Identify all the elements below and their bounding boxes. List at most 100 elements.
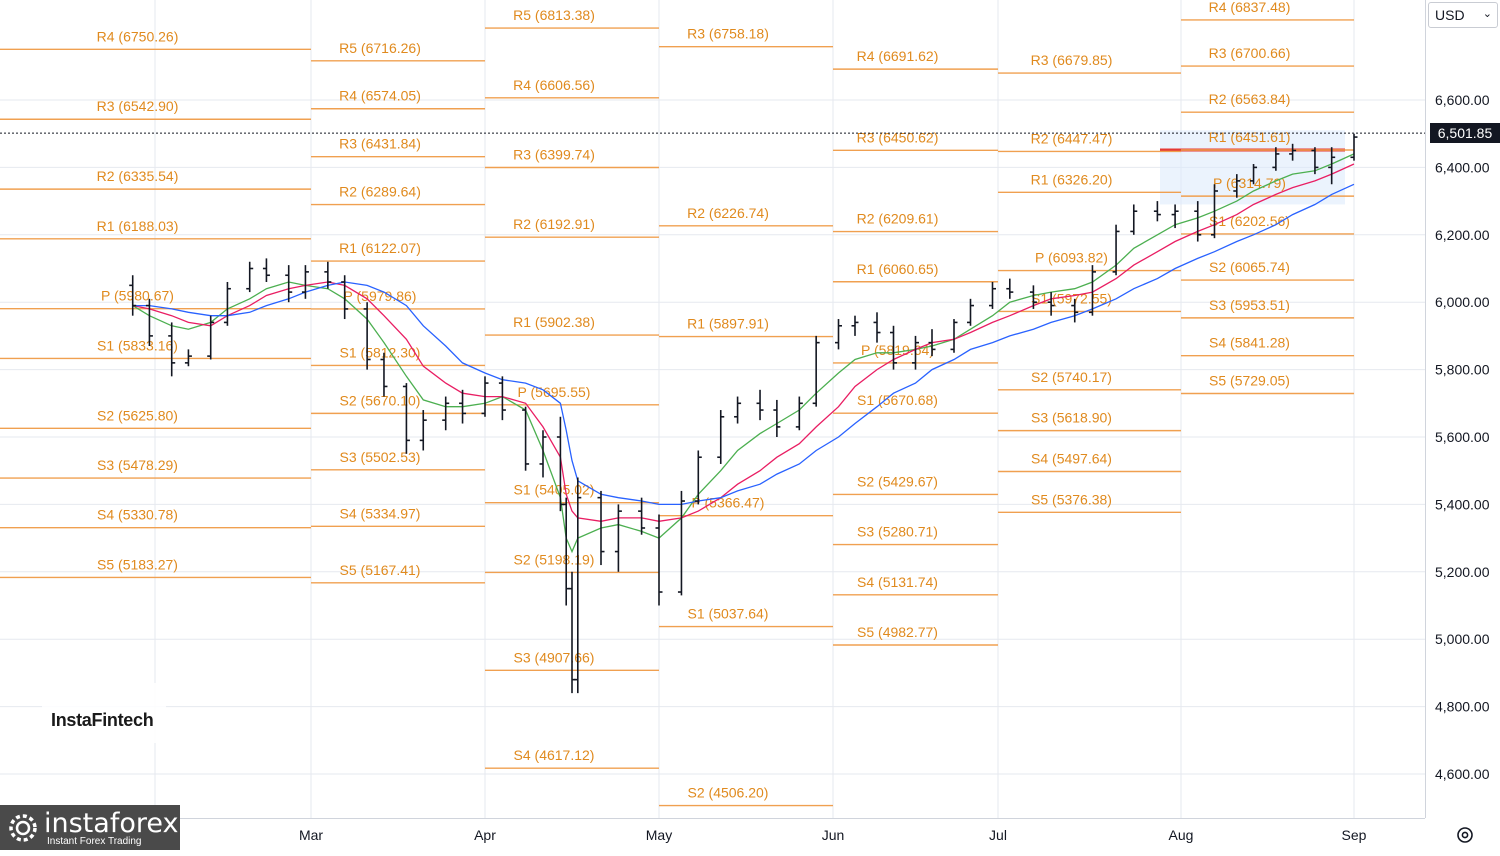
moving-averages [132, 153, 1355, 554]
pivot-level-label: S4 (5334.97) [340, 505, 421, 521]
pivot-level-label: S1 (5670.68) [857, 392, 938, 408]
currency-select-value: USD [1435, 7, 1465, 23]
pivot-level-label: S2 (5429.67) [857, 473, 938, 489]
pivot-level-label: R2 (6192.91) [513, 216, 595, 232]
instafintech-watermark: InstaFintech [42, 683, 166, 743]
pivot-level-label: R3 (6542.90) [97, 98, 179, 114]
pivot-level-label: R2 (6209.61) [857, 211, 939, 227]
pivot-level-label: S3 (5618.90) [1031, 410, 1112, 426]
pivot-level-label: S3 (5478.29) [97, 457, 178, 473]
pivot-level-label: R3 (6758.18) [687, 26, 769, 42]
price-tick-label: 6,000.00 [1435, 294, 1490, 310]
last-price-label: 6,501.85 [1430, 123, 1500, 144]
instaforex-logo: instaforex Instant Forex Trading [0, 805, 180, 850]
time-tick-label: Sep [1342, 827, 1367, 843]
pivot-level-label: R1 (6188.03) [97, 218, 179, 234]
pivot-level-label: R3 (6679.85) [1031, 52, 1113, 68]
pivot-level-label: R4 (6750.26) [97, 28, 179, 44]
pivot-level-label: S5 (5729.05) [1209, 373, 1290, 389]
pivot-level-label: S1 (5405.02) [514, 482, 595, 498]
pivot-level-label: P (6314.79) [1213, 175, 1286, 191]
pivot-level-label: S2 (5670.10) [340, 392, 421, 408]
pivot-level-label: S4 (5131.74) [857, 574, 938, 590]
price-tick-label: 6,600.00 [1435, 92, 1490, 108]
pivot-level-label: S4 (5841.28) [1209, 335, 1290, 351]
price-bars [129, 133, 1358, 694]
price-scale-ticks: 6,600.00 6,400.00 6,200.00 6,000.00 5,800.00… [1435, 92, 1490, 782]
pivot-level-label: S3 (5280.71) [857, 524, 938, 540]
pivot-level-label: R1 (6326.20) [1031, 171, 1113, 187]
pivot-level-label: S1 (5812.30) [340, 344, 421, 360]
price-tick-label: 6,400.00 [1435, 159, 1490, 175]
price-tick-label: 5,800.00 [1435, 362, 1490, 378]
watermark-text: InstaFintech [51, 710, 154, 730]
time-axis[interactable]: FebMarAprMayJunJulAugSep [0, 818, 1425, 851]
pivot-level-label: R4 (6837.48) [1209, 0, 1291, 15]
pivot-level-label: S1 (5972.55) [1031, 290, 1112, 306]
price-tick-label: 4,800.00 [1435, 699, 1490, 715]
pivot-level-label: S2 (6065.74) [1209, 259, 1290, 275]
pivot-levels: R4 (6750.26) R3 (6542.90) R2 (6335.54) R1 (… [0, 0, 1354, 807]
time-tick-label: Aug [1169, 827, 1194, 843]
pivot-level-label: R3 (6700.66) [1209, 45, 1291, 61]
pivot-level-label: S1 (5833.16) [97, 337, 178, 353]
pivot-level-label: S4 (5497.64) [1031, 450, 1112, 466]
pivot-level-label: R1 (6451.61) [1209, 129, 1291, 145]
time-tick-label: Mar [299, 827, 323, 843]
pivot-level-label: S4 (5330.78) [97, 507, 178, 523]
chart-settings-button[interactable] [1452, 822, 1478, 848]
pivot-level-label: R2 (6447.47) [1031, 130, 1113, 146]
chart-plot-area[interactable]: R4 (6750.26) R3 (6542.90) R2 (6335.54) R1 (… [0, 0, 1425, 818]
price-tick-label: 5,200.00 [1435, 564, 1490, 580]
chevron-down-icon: ⌄ [1482, 8, 1492, 20]
pivot-level-label: R2 (6563.84) [1209, 91, 1291, 107]
pivot-level-label: S3 (4907.66) [514, 649, 595, 665]
time-tick-label: Jul [989, 827, 1007, 843]
time-tick-label: Apr [474, 827, 496, 843]
pivot-level-label: S3 (5953.51) [1209, 297, 1290, 313]
pivot-level-label: S5 (5376.38) [1031, 491, 1112, 507]
price-tick-label: 6,200.00 [1435, 227, 1490, 243]
pivot-level-label: R5 (6716.26) [339, 40, 421, 56]
pivot-level-label: R4 (6574.05) [339, 88, 421, 104]
pivot-level-label: P (5695.55) [518, 384, 591, 400]
pivot-level-label: R2 (6226.74) [687, 205, 769, 221]
pivot-level-label: R3 (6399.74) [513, 146, 595, 162]
pivot-level-label: S5 (5183.27) [97, 556, 178, 572]
price-tick-label: 5,400.00 [1435, 496, 1490, 512]
price-tick-label: 5,000.00 [1435, 631, 1490, 647]
pivot-level-label: R2 (6289.64) [339, 184, 421, 200]
price-tick-label: 4,600.00 [1435, 766, 1490, 782]
gear-icon [1457, 827, 1473, 843]
time-tick-label: May [646, 827, 672, 843]
pivot-level-label: R5 (6813.38) [513, 7, 595, 23]
time-tick-label: Jun [822, 827, 845, 843]
pivot-level-label: S2 (5740.17) [1031, 369, 1112, 385]
time-axis-labels: FebMarAprMayJunJulAugSep [143, 827, 1367, 843]
pivot-level-label: R1 (6060.65) [857, 261, 939, 277]
moving-average-slow-line [132, 183, 1355, 506]
brand-name: instaforex [44, 808, 179, 839]
brand-gear-icon [9, 814, 37, 842]
moving-average-fast-line [132, 153, 1355, 554]
pivot-level-label: P (6093.82) [1035, 250, 1108, 266]
pivot-level-label: R4 (6606.56) [513, 77, 595, 93]
pivot-level-label: R3 (6431.84) [339, 136, 421, 152]
pivot-level-label: R1 (5902.38) [513, 314, 595, 330]
pivot-level-label: S1 (6202.56) [1209, 213, 1290, 229]
chart-gridlines [0, 0, 1425, 818]
pivot-level-label: P (5980.67) [101, 288, 174, 304]
pivot-level-label: S2 (4506.20) [688, 785, 769, 801]
pivot-level-label: R2 (6335.54) [97, 168, 179, 184]
pivot-level-label: P (5819.64) [861, 342, 934, 358]
currency-select[interactable]: USD ⌄ [1428, 2, 1498, 28]
pivot-level-label: R4 (6691.62) [857, 48, 939, 64]
pivot-level-label: R1 (5897.91) [687, 316, 769, 332]
pivot-level-label: R1 (6122.07) [339, 240, 421, 256]
pivot-level-label: S2 (5625.80) [97, 407, 178, 423]
pivot-level-label: S2 (5198.19) [514, 551, 595, 567]
pivot-level-label: S4 (4617.12) [514, 747, 595, 763]
brand-tagline: Instant Forex Trading [47, 836, 142, 847]
price-tick-label: 5,600.00 [1435, 429, 1490, 445]
pivot-level-label: R3 (6450.62) [857, 129, 939, 145]
